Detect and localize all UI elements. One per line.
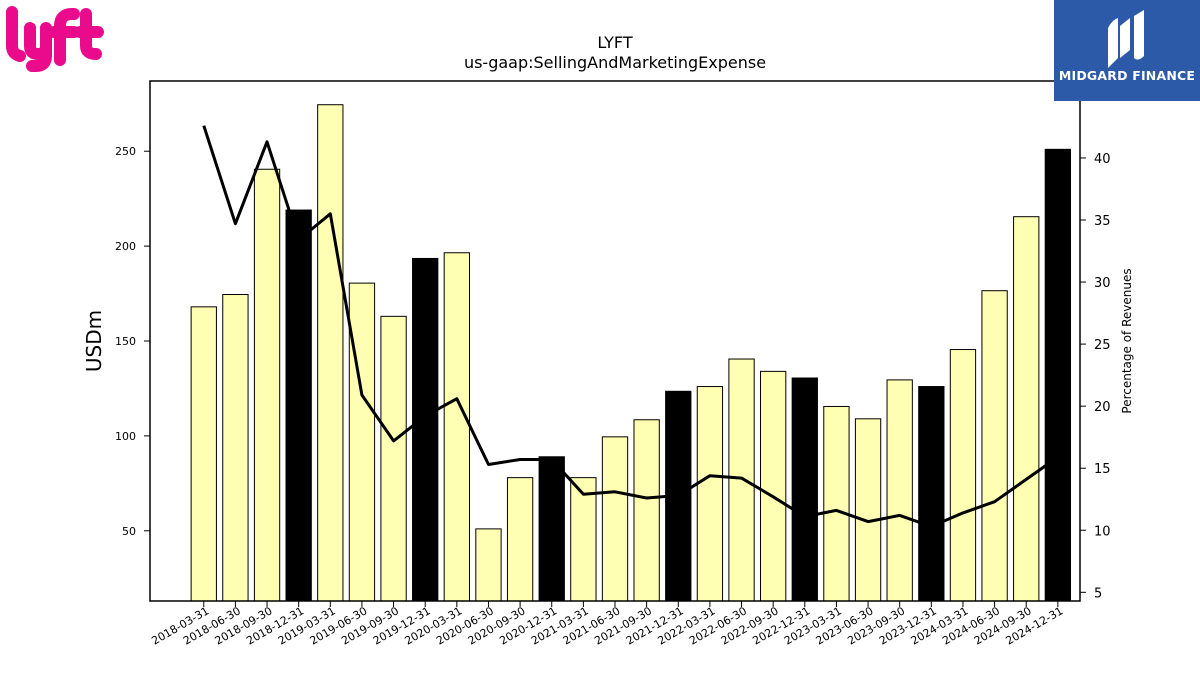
chart-subtitle: us-gaap:SellingAndMarketingExpense [464,53,766,72]
bar-2023-12-31 [918,386,945,602]
bar-2024-09-30 [1013,216,1040,602]
bar-2018-06-30 [222,294,249,602]
bar-2023-03-31 [823,405,850,602]
bar-2021-09-30 [633,419,660,602]
midgard-logo-text: MIDGARD FINANCE [1058,68,1196,83]
axes: 501001502002505101520253035402018-03-312… [115,80,1111,648]
y-tick-label: 50 [122,525,136,538]
bar-2024-12-31 [1044,148,1072,602]
midgard-mark-icon [1108,10,1144,68]
bar-2024-03-31 [949,349,977,602]
bar-2023-06-30 [854,418,882,602]
bar-2019-12-31 [412,257,439,602]
bar-2022-06-30 [728,358,755,602]
y2-tick-label: 40 [1094,152,1111,167]
bar-2020-12-31 [538,456,565,602]
bar-2019-06-30 [348,282,376,602]
bar-2023-09-30 [886,379,913,602]
y2-tick-label: 5 [1094,586,1102,601]
bar-2020-03-31 [443,252,470,602]
line-group [202,125,1059,528]
y-tick-label: 200 [115,240,136,253]
bar-2021-06-30 [601,436,629,602]
chart-title: LYFT [597,33,632,52]
bar-2024-06-30 [981,290,1008,602]
bar-2022-12-31 [791,377,818,602]
y2-tick-label: 35 [1094,214,1111,229]
y2-tick-label: 10 [1094,524,1111,539]
bar-2021-03-31 [570,477,597,602]
y2-axis-label: Percentage of Revenues [1120,268,1134,413]
y-tick-label: 250 [115,145,136,158]
y2-tick-label: 25 [1094,338,1111,353]
bar-2018-09-30 [253,168,281,602]
bar-2022-03-31 [696,386,724,602]
y2-tick-label: 15 [1094,462,1111,477]
bar-2022-09-30 [760,370,787,602]
y-tick-label: 100 [115,430,136,443]
bar-2020-09-30 [506,477,534,602]
bar-group [190,104,1072,602]
y2-tick-label: 30 [1094,276,1111,291]
bar-2018-12-31 [285,209,312,602]
y-axis-label: USDm [82,310,106,372]
bar-2018-03-31 [190,306,217,602]
bar-2019-09-30 [380,315,407,602]
y-tick-label: 150 [115,335,136,348]
bar-2019-03-31 [317,104,344,602]
percentage-line [202,125,1059,528]
bar-2020-06-30 [475,528,502,602]
midgard-finance-logo: MIDGARD FINANCE [1054,0,1200,101]
y2-tick-label: 20 [1094,400,1111,415]
lyft-logo [4,4,104,78]
